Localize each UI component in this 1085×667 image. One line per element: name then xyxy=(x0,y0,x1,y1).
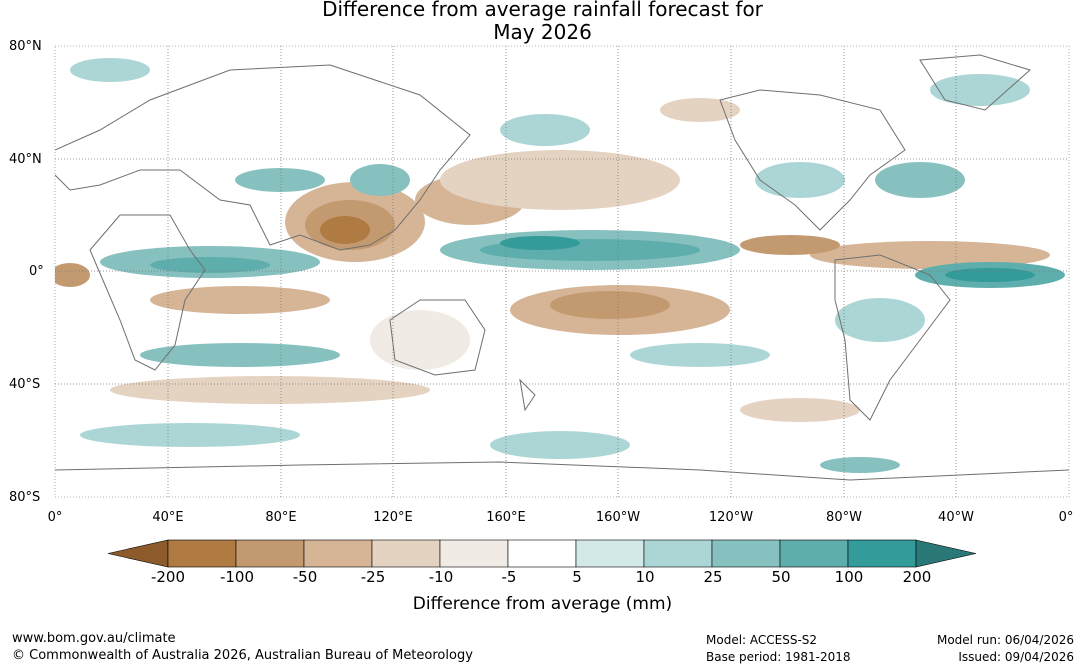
lon-label-120e: 120°E xyxy=(373,510,413,525)
lat-label-40s: 40°S xyxy=(9,377,41,392)
colorbar-extend-low xyxy=(107,539,169,568)
colorbar-segment xyxy=(643,539,713,568)
lon-label-40e: 40°E xyxy=(152,510,184,525)
colorbar-segment xyxy=(847,539,917,568)
lon-label-40w: 40°W xyxy=(938,510,974,525)
issued-date: Issued: 09/04/2026 xyxy=(958,650,1074,664)
lon-label-120w: 120°W xyxy=(708,510,754,525)
dry-anomaly-region xyxy=(440,150,680,210)
colorbar-tick: -200 xyxy=(150,568,186,586)
model-run-date: Model run: 06/04/2026 xyxy=(936,633,1074,647)
colorbar-tick: 100 xyxy=(834,568,864,586)
map-title-line1: Difference from average rainfall forecas… xyxy=(322,0,763,21)
lon-label-0: 0° xyxy=(47,510,63,525)
coastlines xyxy=(55,54,1069,481)
colorbar-segment xyxy=(575,539,645,568)
colorbar-extend-high xyxy=(915,539,977,568)
wet-anomaly-region xyxy=(945,268,1035,282)
colorbar-tick: -25 xyxy=(360,568,386,586)
copyright-text: © Commonwealth of Australia 2026, Austra… xyxy=(12,648,473,663)
dry-anomaly-region xyxy=(55,263,90,287)
lat-label-40n: 40°N xyxy=(9,152,42,167)
wet-anomaly-region xyxy=(490,431,630,459)
colorbar-label: Difference from average (mm) xyxy=(412,594,673,614)
wet-anomaly-region xyxy=(930,74,1030,106)
colorbar-tick: -5 xyxy=(501,568,517,586)
dry-anomaly-region xyxy=(320,216,370,244)
wet-anomaly-region xyxy=(150,257,270,273)
colorbar-tick: 50 xyxy=(771,568,791,586)
colorbar-segment xyxy=(507,539,577,568)
colorbar-segment xyxy=(303,539,373,568)
wet-anomaly-region xyxy=(500,236,580,250)
colorbar-tick: 200 xyxy=(902,568,932,586)
graticule xyxy=(55,46,1069,497)
wet-anomaly-region xyxy=(80,423,300,447)
wet-anomaly-region xyxy=(235,168,325,192)
dry-anomaly-region xyxy=(110,376,430,404)
wet-anomaly-region xyxy=(350,164,410,196)
dry-anomaly-region xyxy=(660,98,740,122)
map-title-line2: May 2026 xyxy=(493,20,592,44)
wet-anomaly-region xyxy=(755,162,845,198)
lat-label-0: 0° xyxy=(29,264,44,279)
colorbar-segment xyxy=(711,539,781,568)
wet-anomaly-region xyxy=(835,298,925,342)
wet-anomaly-region xyxy=(140,343,340,367)
colorbar-tick: -50 xyxy=(292,568,318,586)
lat-label-80s: 80°S xyxy=(9,490,41,505)
map-frame xyxy=(54,45,1070,498)
dry-anomaly-region xyxy=(370,310,470,370)
colorbar-segment xyxy=(371,539,441,568)
lon-label-160w: 160°W xyxy=(595,510,641,525)
dry-anomaly-region xyxy=(550,291,670,319)
wet-anomaly-region xyxy=(630,343,770,367)
wet-anomaly-region xyxy=(820,457,900,473)
colorbar-segment xyxy=(779,539,849,568)
lon-label-80e: 80°E xyxy=(265,510,297,525)
lon-label-0-end: 0° xyxy=(1058,510,1074,525)
dry-anomaly-region xyxy=(150,286,330,314)
wet-anomaly-region xyxy=(70,58,150,82)
map-title: Difference from average rainfall forecas… xyxy=(0,0,1085,44)
colorbar-tick: -100 xyxy=(219,568,255,586)
wet-anomaly-region xyxy=(875,162,965,198)
model-name: Model: ACCESS-S2 xyxy=(706,633,818,647)
colorbar-tick: 5 xyxy=(572,568,582,586)
dry-anomaly-region xyxy=(740,235,840,255)
lon-label-160e: 160°E xyxy=(486,510,526,525)
base-period: Base period: 1981-2018 xyxy=(706,650,851,664)
wet-anomaly-region xyxy=(500,114,590,146)
colorbar-tick: -10 xyxy=(428,568,454,586)
colorbar-segment xyxy=(235,539,305,568)
colorbar-tick: 25 xyxy=(703,568,723,586)
lon-label-80w: 80°W xyxy=(826,510,862,525)
dry-anomaly-region xyxy=(740,398,860,422)
colorbar-tick: 10 xyxy=(635,568,655,586)
colorbar-segment xyxy=(167,539,237,568)
colorbar-segment xyxy=(439,539,509,568)
anomaly-shading xyxy=(55,54,1069,481)
lat-label-80n: 80°N xyxy=(9,39,42,54)
website-link[interactable]: www.bom.gov.au/climate xyxy=(12,631,176,646)
